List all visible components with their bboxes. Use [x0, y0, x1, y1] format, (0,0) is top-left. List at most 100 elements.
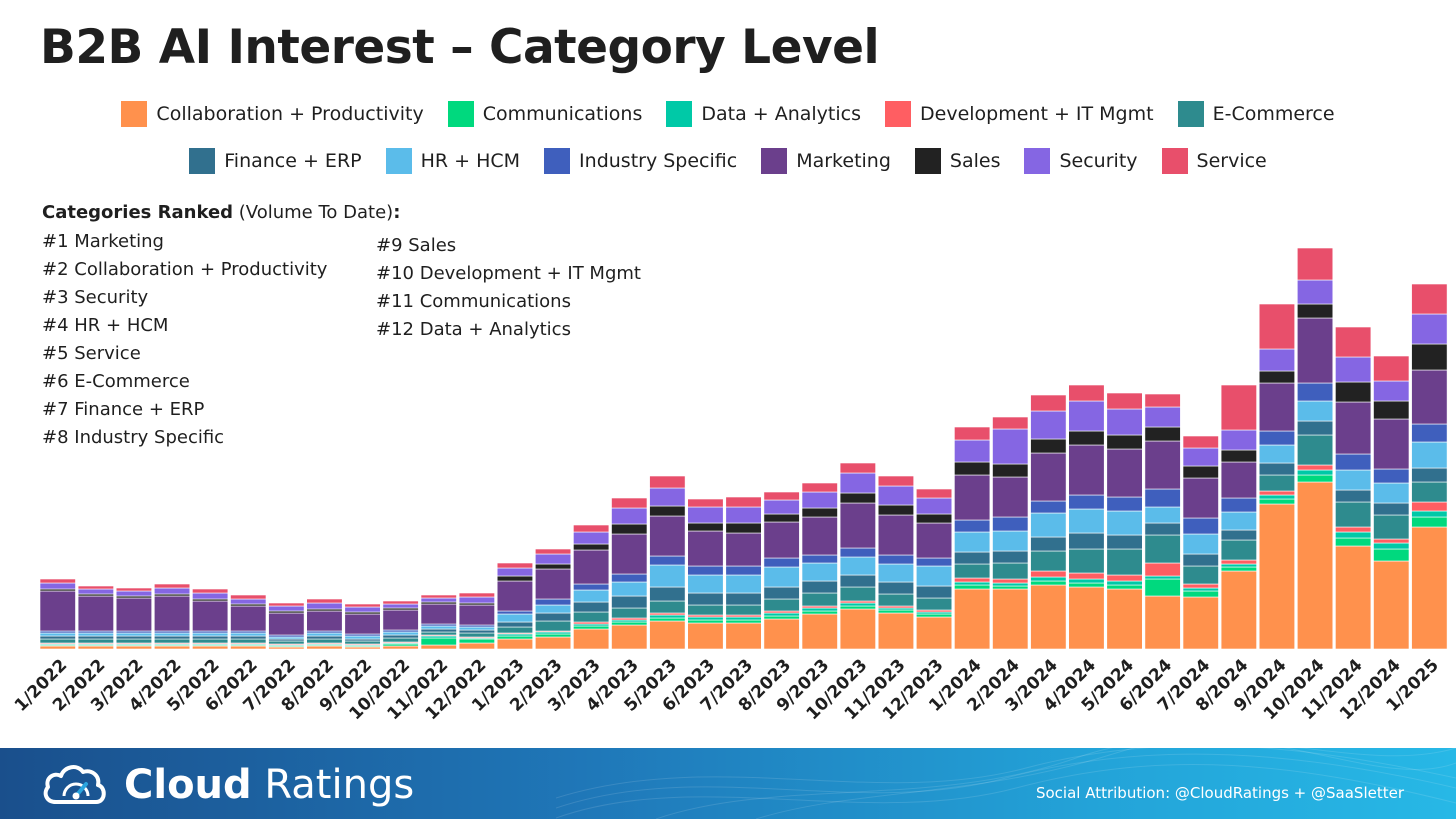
bar-segment	[1144, 562, 1181, 577]
legend-swatch	[666, 101, 693, 127]
bar-segment	[954, 551, 991, 565]
bar-segment	[649, 586, 686, 602]
bar-segment	[1258, 370, 1295, 384]
bar-segment	[1144, 393, 1181, 408]
bar-segment	[649, 475, 686, 489]
bar-segment	[154, 645, 191, 650]
bar-segment	[573, 531, 610, 545]
legend-swatch	[121, 101, 148, 127]
bar-segment	[1297, 279, 1334, 305]
bar-segment	[115, 597, 152, 632]
bar-segment	[801, 491, 838, 509]
bar-segment	[611, 523, 648, 535]
bar-segment	[1068, 494, 1105, 510]
bar-segment	[725, 619, 762, 624]
bar-segment	[39, 645, 76, 650]
legend-label: Communications	[482, 103, 643, 125]
bar-segment	[382, 645, 419, 650]
bar-segment	[1373, 355, 1410, 382]
bar-segment	[1258, 382, 1295, 432]
bar-segment	[1373, 380, 1410, 402]
bar-segment	[877, 514, 915, 556]
bar-segment	[306, 602, 343, 610]
ranked-item: #5 Service	[42, 343, 141, 364]
bar-segment	[1373, 542, 1410, 550]
bar-segment	[687, 616, 724, 621]
bar-segment	[877, 485, 915, 506]
bar-segment	[725, 496, 762, 508]
bar-segment	[1068, 586, 1105, 650]
bar-segment	[496, 562, 534, 569]
bar-segment	[39, 638, 76, 644]
bar-segment	[1373, 548, 1410, 562]
legend-label: HR + HCM	[420, 150, 521, 172]
bar-segment	[839, 605, 876, 610]
bar-segment	[382, 631, 419, 636]
bar-segment	[496, 626, 534, 634]
bar-segment	[877, 593, 915, 607]
bar-segment	[1144, 575, 1181, 580]
bar-segment	[992, 476, 1029, 518]
cloud-gauge-icon	[43, 765, 106, 804]
bar-segment	[687, 522, 724, 532]
bar-segment	[77, 632, 114, 637]
bar-segment	[154, 638, 191, 644]
legend-swatch	[914, 148, 941, 174]
bar-segment	[534, 553, 572, 565]
bar-segment	[725, 522, 762, 534]
bar-segment	[1411, 343, 1448, 371]
bar-segment	[763, 491, 800, 501]
bar-segment	[954, 519, 991, 533]
ranked-item: #2 Collaboration + Productivity	[42, 259, 328, 280]
legend-item: Security	[1024, 148, 1138, 174]
bar-segment	[1106, 448, 1143, 498]
bar-segment	[1373, 502, 1410, 516]
bar-segment	[649, 515, 686, 557]
bar-segment	[306, 638, 343, 644]
bar-segment	[1106, 434, 1143, 450]
bar-segment	[801, 592, 838, 607]
bar-segment	[1335, 401, 1372, 455]
bar-segment	[1411, 467, 1448, 483]
bar-segment	[1030, 570, 1067, 578]
bar-segment	[1373, 482, 1410, 504]
bar-segment	[1182, 596, 1219, 650]
bar-segment	[39, 578, 76, 584]
bar-segment	[192, 638, 229, 644]
bar-segment	[839, 608, 876, 650]
bar-segment	[458, 629, 495, 634]
bar-segment	[1258, 444, 1295, 464]
bar-segment	[77, 638, 114, 644]
bar-segment	[1258, 494, 1295, 500]
bar-segment	[420, 637, 457, 646]
bar-segment	[1106, 392, 1143, 410]
ranked-item: #12 Data + Analytics	[376, 319, 571, 340]
bar-segment	[1106, 588, 1143, 650]
bar-segment	[877, 581, 915, 595]
bar-segment	[763, 557, 800, 568]
bar-segment	[1258, 430, 1295, 446]
bar-segment	[915, 497, 953, 515]
bar-segment	[1182, 553, 1219, 567]
legend-label: E-Commerce	[1212, 103, 1335, 125]
bar-segment	[420, 603, 457, 625]
bar-segment	[915, 616, 953, 650]
bar-segment	[954, 531, 991, 553]
bar-segment	[915, 613, 953, 618]
bar-segment	[534, 548, 572, 555]
bar-segment	[1411, 283, 1448, 315]
legend-label: Service	[1196, 150, 1267, 172]
bar-segment	[611, 607, 648, 619]
bar-segment	[496, 635, 534, 640]
legend-swatch	[544, 148, 571, 174]
bar-segment	[687, 619, 724, 624]
bar-segment	[382, 603, 419, 609]
bar-segment	[954, 563, 991, 579]
bar-segment	[154, 587, 191, 595]
bar-segment	[725, 565, 762, 576]
bar-segment	[1030, 438, 1067, 454]
bar-segment	[77, 635, 114, 640]
bar-segment	[687, 506, 724, 524]
legend-label: Security	[1059, 150, 1138, 172]
bar-segment	[1411, 516, 1448, 528]
